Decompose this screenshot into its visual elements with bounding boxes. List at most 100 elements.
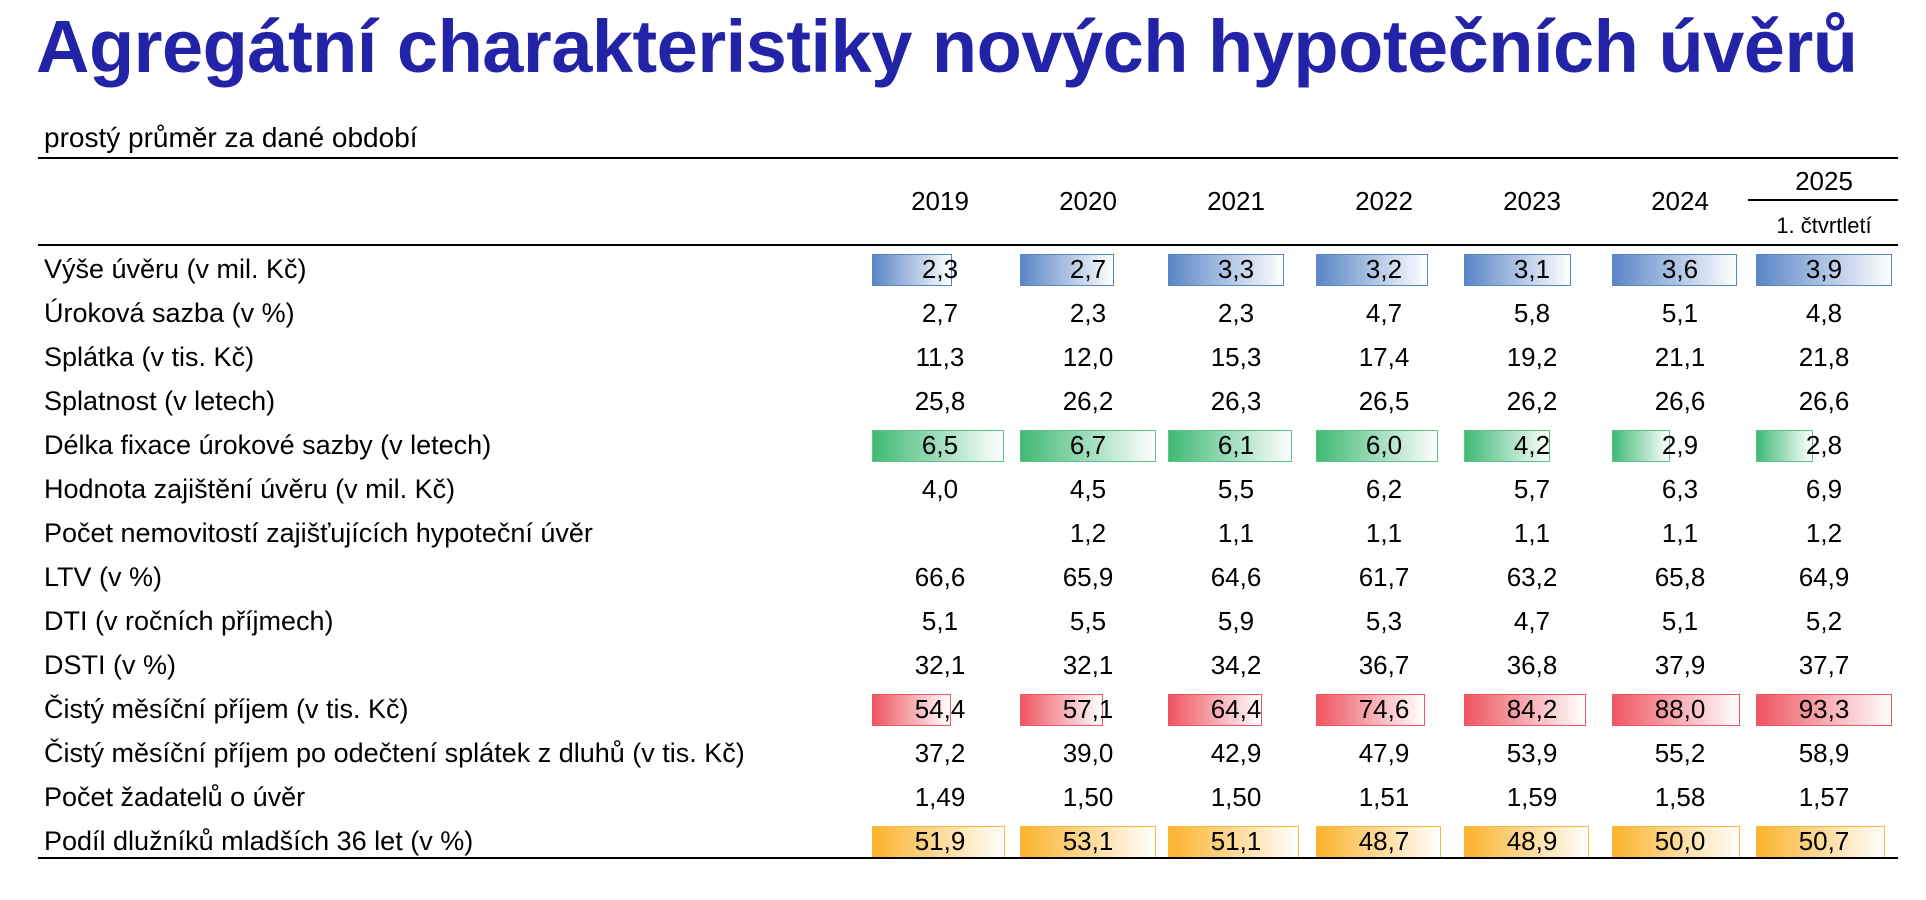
- cell-value: 66,6: [914, 562, 966, 592]
- row-label: Počet žadatelů o úvěr: [44, 782, 306, 812]
- table-cell: 84,2: [1464, 688, 1600, 732]
- table-cell: 6,3: [1612, 468, 1748, 512]
- column-header-2023: 2023: [1503, 186, 1561, 216]
- table-cell: 37,7: [1756, 644, 1892, 688]
- table-cell: 5,1: [1612, 292, 1748, 336]
- table-cell: 3,9: [1756, 248, 1892, 292]
- table-cell: 3,3: [1168, 248, 1304, 292]
- table-cell: 6,1: [1168, 424, 1304, 468]
- table-cell: 4,7: [1316, 292, 1452, 336]
- table-cell: 6,0: [1316, 424, 1452, 468]
- data-bar: [1756, 430, 1813, 462]
- table-cell: 57,1: [1020, 688, 1156, 732]
- cell-value: 6,1: [1217, 430, 1255, 460]
- cell-value: 54,4: [914, 694, 966, 724]
- cell-value: 26,2: [1506, 386, 1558, 416]
- cell-value: 51,1: [1210, 826, 1262, 856]
- cell-value: 64,9: [1798, 562, 1850, 592]
- table-cell: 74,6: [1316, 688, 1452, 732]
- table-cell: 3,6: [1612, 248, 1748, 292]
- table-cell: 63,2: [1464, 556, 1600, 600]
- cell-value: 88,0: [1654, 694, 1706, 724]
- table-cell: 1,1: [1316, 512, 1452, 556]
- cell-value: 47,9: [1358, 738, 1410, 768]
- row-label: Čistý měsíční příjem po odečtení splátek…: [44, 738, 745, 768]
- cell-value: 65,9: [1062, 562, 1114, 592]
- table-cell: 34,2: [1168, 644, 1304, 688]
- table-cell: 5,1: [1612, 600, 1748, 644]
- cell-value: 1,1: [1513, 518, 1551, 548]
- cell-value: 34,2: [1210, 650, 1262, 680]
- table-cell: 1,50: [1168, 776, 1304, 820]
- cell-value: 2,3: [921, 254, 959, 284]
- cell-value: 5,2: [1805, 606, 1843, 636]
- table-cell: 4,0: [872, 468, 1008, 512]
- table-cell: 36,7: [1316, 644, 1452, 688]
- table-cell: 36,8: [1464, 644, 1600, 688]
- table-cell: 1,49: [872, 776, 1008, 820]
- cell-value: 15,3: [1210, 342, 1262, 372]
- column-header-2022: 2022: [1355, 186, 1413, 216]
- cell-value: 64,4: [1210, 694, 1262, 724]
- data-bar: [1168, 694, 1262, 726]
- data-bar: [1612, 254, 1737, 286]
- table-cell: 26,5: [1316, 380, 1452, 424]
- table-cell: 26,3: [1168, 380, 1304, 424]
- data-bar: [872, 694, 951, 726]
- row-label: Výše úvěru (v mil. Kč): [44, 254, 307, 284]
- data-bar: [1756, 694, 1892, 726]
- cell-value: 37,2: [914, 738, 966, 768]
- cell-value: 5,9: [1217, 606, 1255, 636]
- table-row: Čistý měsíční příjem (v tis. Kč) 54,4 57,1…: [0, 688, 1926, 732]
- cell-value: 58,9: [1798, 738, 1850, 768]
- cell-value: 48,9: [1506, 826, 1558, 856]
- row-label: Čistý měsíční příjem (v tis. Kč): [44, 694, 409, 724]
- column-header-2021: 2021: [1207, 186, 1265, 216]
- data-bar: [1464, 694, 1586, 726]
- table-cell: 3,1: [1464, 248, 1600, 292]
- cell-value: 50,7: [1798, 826, 1850, 856]
- table-cell: 17,4: [1316, 336, 1452, 380]
- table-top-rule: [38, 157, 1898, 159]
- cell-value: 2,7: [1069, 254, 1107, 284]
- cell-value: 6,9: [1805, 474, 1843, 504]
- cell-value: 5,3: [1365, 606, 1403, 636]
- table-cell: 50,0: [1612, 820, 1748, 864]
- table-cell: 12,0: [1020, 336, 1156, 380]
- cell-value: 5,1: [1661, 298, 1699, 328]
- row-label: DTI (v ročních příjmech): [44, 606, 334, 636]
- cell-value: 55,2: [1654, 738, 1706, 768]
- data-bar: [1612, 430, 1670, 462]
- cell-value: 37,9: [1654, 650, 1706, 680]
- cell-value: 6,3: [1661, 474, 1699, 504]
- cell-value: 1,58: [1654, 782, 1706, 812]
- table-cell: [872, 512, 1008, 556]
- table-cell: 2,7: [1020, 248, 1156, 292]
- cell-value: 4,7: [1513, 606, 1551, 636]
- table-cell: 51,1: [1168, 820, 1304, 864]
- column-subheader-quarter: 1. čtvrtletí: [1776, 213, 1872, 238]
- row-label: Podíl dlužníků mladších 36 let (v %): [44, 826, 474, 856]
- table-row: Splatnost (v letech) 25,8 26,2 26,3 26,5 26,2…: [0, 380, 1926, 424]
- cell-value: 53,9: [1506, 738, 1558, 768]
- table-cell: 37,2: [872, 732, 1008, 776]
- cell-value: 6,7: [1069, 430, 1107, 460]
- cell-value: 42,9: [1210, 738, 1262, 768]
- table-cell: 4,8: [1756, 292, 1892, 336]
- table-cell: 2,3: [872, 248, 1008, 292]
- table-cell: 5,2: [1756, 600, 1892, 644]
- table-cell: 53,9: [1464, 732, 1600, 776]
- table-cell: 15,3: [1168, 336, 1304, 380]
- cell-value: 25,8: [914, 386, 966, 416]
- table-bottom-rule: [38, 857, 1898, 859]
- table-cell: 6,5: [872, 424, 1008, 468]
- cell-value: 21,1: [1654, 342, 1706, 372]
- data-bar: [1316, 430, 1438, 462]
- table-cell: 4,5: [1020, 468, 1156, 512]
- cell-value: 36,7: [1358, 650, 1410, 680]
- cell-value: 5,1: [921, 606, 959, 636]
- cell-value: 6,5: [921, 430, 959, 460]
- table-cell: 61,7: [1316, 556, 1452, 600]
- table-cell: 42,9: [1168, 732, 1304, 776]
- data-bar: [1020, 826, 1156, 858]
